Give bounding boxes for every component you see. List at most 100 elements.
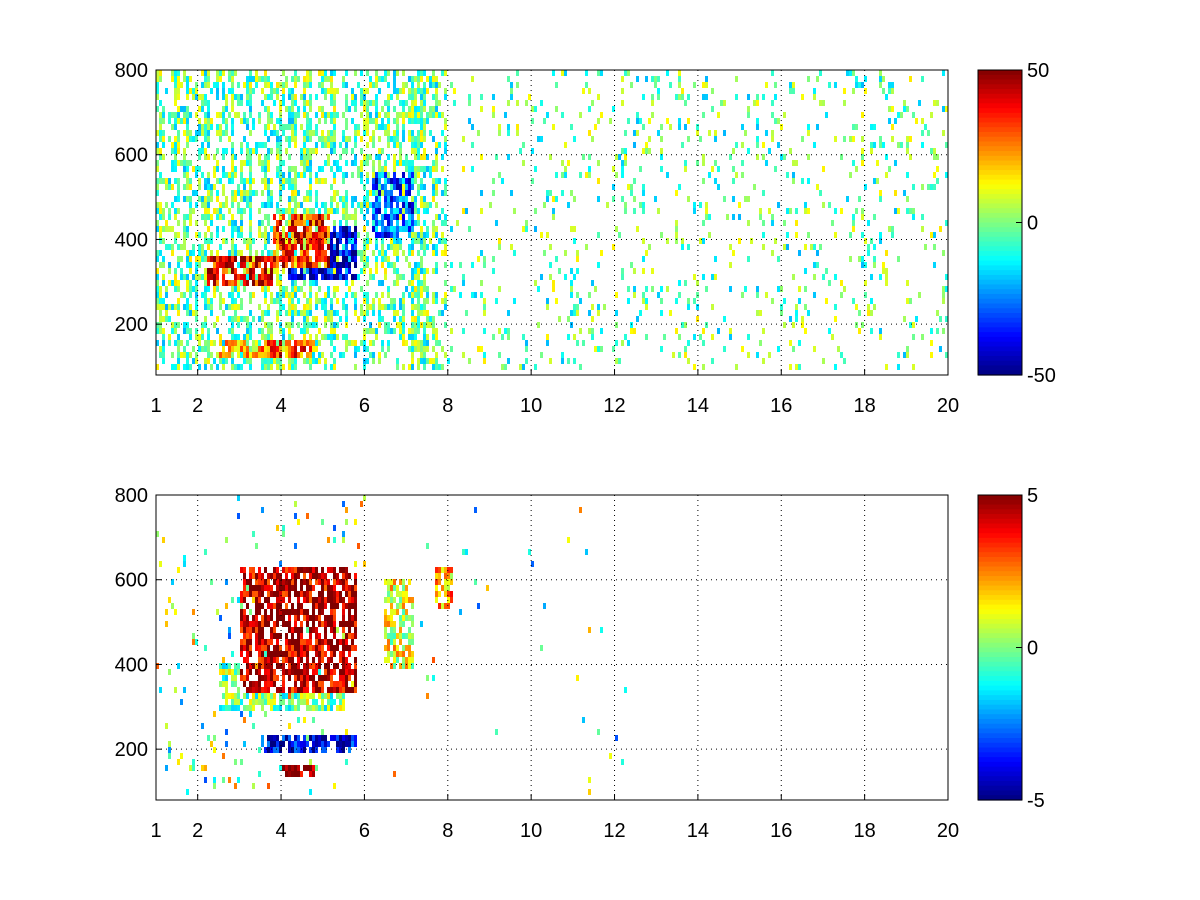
heatmap-cell <box>324 573 327 579</box>
heatmap-cell <box>204 268 207 274</box>
heatmap-cell <box>510 94 513 100</box>
heatmap-cell <box>261 334 264 340</box>
heatmap-cell <box>213 262 216 268</box>
heatmap-cell <box>378 172 381 178</box>
heatmap-cell <box>234 190 237 196</box>
heatmap-cell <box>288 705 291 711</box>
heatmap-cell <box>384 250 387 256</box>
heatmap-cell <box>255 579 258 585</box>
heatmap-cell <box>255 148 258 154</box>
heatmap-cell <box>897 364 900 370</box>
heatmap-cell <box>168 118 171 124</box>
heatmap-cell <box>174 268 177 274</box>
heatmap-cell <box>327 136 330 142</box>
heatmap-cell <box>384 304 387 310</box>
heatmap-cell <box>498 352 501 358</box>
heatmap-cell <box>345 220 348 226</box>
heatmap-cell <box>300 651 303 657</box>
heatmap-cell <box>681 94 684 100</box>
heatmap-cell <box>444 352 447 358</box>
heatmap-cell <box>306 741 309 747</box>
colorbar-segment <box>978 690 1022 696</box>
heatmap-cell <box>630 262 633 268</box>
heatmap-cell <box>204 322 207 328</box>
heatmap-cell <box>207 735 210 741</box>
heatmap-cell <box>327 621 330 627</box>
heatmap-cell <box>345 172 348 178</box>
heatmap-cell <box>342 262 345 268</box>
heatmap-cell <box>453 88 456 94</box>
heatmap-cell <box>282 741 285 747</box>
heatmap-cell <box>870 310 873 316</box>
heatmap-cell <box>336 693 339 699</box>
heatmap-cell <box>423 118 426 124</box>
heatmap-cell <box>492 268 495 274</box>
heatmap-cell <box>354 232 357 238</box>
heatmap-cell <box>588 310 591 316</box>
heatmap-cell <box>624 334 627 340</box>
heatmap-cell <box>591 316 594 322</box>
heatmap-cell <box>249 94 252 100</box>
heatmap-cell <box>162 112 165 118</box>
heatmap-cell <box>243 340 246 346</box>
heatmap-cell <box>300 669 303 675</box>
heatmap-cell <box>306 268 309 274</box>
heatmap-cell <box>312 573 315 579</box>
heatmap-cell <box>192 609 195 615</box>
heatmap-cell <box>234 346 237 352</box>
heatmap-cell <box>393 771 396 777</box>
heatmap-cell <box>618 358 621 364</box>
heatmap-cell <box>423 106 426 112</box>
heatmap-cell <box>168 178 171 184</box>
heatmap-cell <box>300 747 303 753</box>
heatmap-cell <box>267 639 270 645</box>
heatmap-cell <box>432 160 435 166</box>
heatmap-cell <box>735 142 738 148</box>
heatmap-cell <box>798 340 801 346</box>
heatmap-cell <box>222 693 225 699</box>
heatmap-cell <box>570 268 573 274</box>
heatmap-cell <box>411 196 414 202</box>
heatmap-cell <box>168 669 171 675</box>
heatmap-cell <box>177 136 180 142</box>
heatmap-cell <box>291 256 294 262</box>
heatmap-cell <box>156 106 159 112</box>
heatmap-cell <box>162 298 165 304</box>
heatmap-cell <box>258 154 261 160</box>
heatmap-cell <box>645 76 648 82</box>
heatmap-cell <box>228 70 231 76</box>
heatmap-cell <box>294 124 297 130</box>
heatmap-cell <box>327 214 330 220</box>
heatmap-cell <box>291 639 294 645</box>
heatmap-cell <box>174 214 177 220</box>
heatmap-cell <box>249 352 252 358</box>
heatmap-cell <box>864 238 867 244</box>
heatmap-cell <box>177 298 180 304</box>
heatmap-cell <box>579 298 582 304</box>
heatmap-cell <box>204 549 207 555</box>
heatmap-cell <box>219 304 222 310</box>
heatmap-cell <box>333 220 336 226</box>
heatmap-cell <box>237 226 240 232</box>
heatmap-cell <box>363 214 366 220</box>
heatmap-cell <box>576 256 579 262</box>
heatmap-cell <box>366 208 369 214</box>
heatmap-cell <box>297 220 300 226</box>
heatmap-cell <box>414 196 417 202</box>
heatmap-cell <box>276 136 279 142</box>
heatmap-cell <box>306 250 309 256</box>
x-tick-label: 1 <box>150 395 161 417</box>
heatmap-cell <box>405 256 408 262</box>
heatmap-cell <box>264 352 267 358</box>
heatmap-cell <box>213 154 216 160</box>
heatmap-cell <box>501 178 504 184</box>
heatmap-cell <box>813 88 816 94</box>
x-tick-label: 4 <box>275 820 286 842</box>
heatmap-cell <box>270 112 273 118</box>
heatmap-cell <box>306 687 309 693</box>
heatmap-cell <box>201 346 204 352</box>
heatmap-cell <box>249 705 252 711</box>
heatmap-cell <box>198 178 201 184</box>
heatmap-cell <box>435 178 438 184</box>
heatmap-cell <box>294 142 297 148</box>
